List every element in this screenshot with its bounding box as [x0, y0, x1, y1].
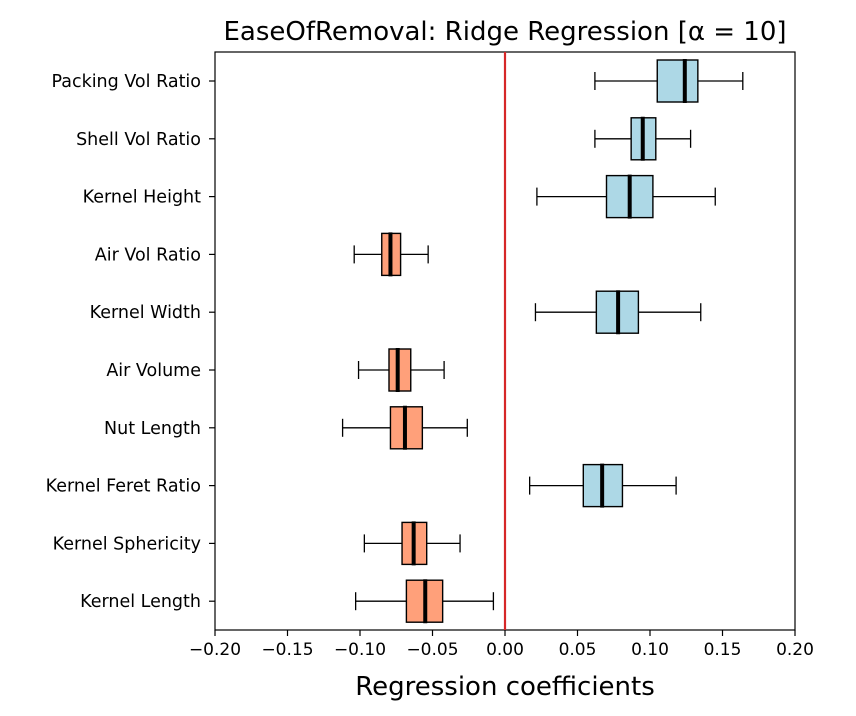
x-axis-label: Regression coefficients [355, 672, 655, 702]
x-tick-label: 0.10 [631, 640, 669, 660]
box-iqr [388, 348, 412, 392]
y-tick-label: Kernel Feret Ratio [46, 477, 201, 497]
y-tick-label: Kernel Length [80, 592, 201, 612]
y-tick-label: Air Vol Ratio [95, 245, 201, 265]
x-tick-label: −0.10 [334, 640, 386, 660]
x-tick-label: −0.20 [189, 640, 241, 660]
x-tick-label: −0.15 [261, 640, 313, 660]
y-tick-label: Shell Vol Ratio [76, 130, 201, 150]
y-tick-label: Air Volume [106, 361, 201, 381]
x-tick-label: 0.15 [704, 640, 742, 660]
y-tick-label: Kernel Sphericity [53, 534, 201, 554]
box-iqr [656, 59, 699, 103]
x-tick-label: −0.05 [406, 640, 458, 660]
y-tick-label: Nut Length [104, 419, 201, 439]
y-tick-label: Packing Vol Ratio [51, 72, 201, 92]
x-tick-label: 0.00 [486, 640, 524, 660]
x-tick-label: 0.05 [559, 640, 597, 660]
y-tick-label: Kernel Height [83, 188, 202, 208]
plot-area: −0.20 −0.15 −0.10 −0.05 0.00 0.05 0.10 0.15 0.20… [46, 51, 814, 660]
chart-title: EaseOfRemoval: Ridge Regression [α = 10] [223, 17, 786, 47]
x-tick-label: 0.20 [776, 640, 814, 660]
y-tick-label: Kernel Width [90, 303, 201, 323]
